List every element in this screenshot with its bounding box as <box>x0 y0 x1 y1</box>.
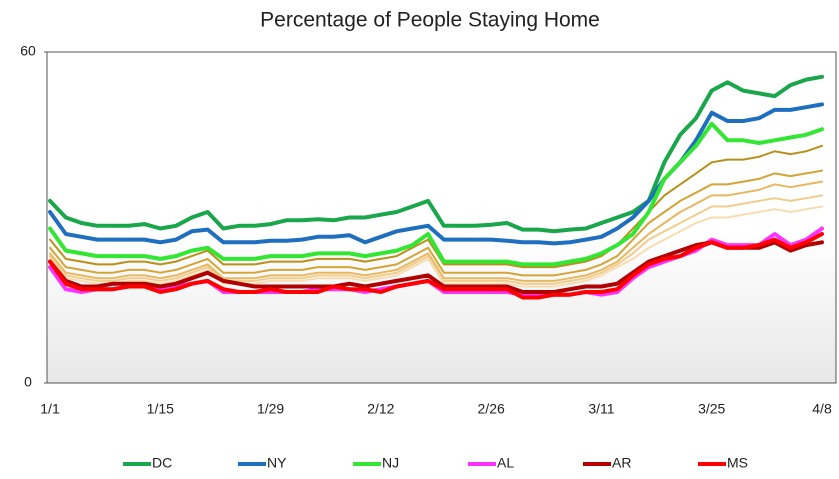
x-tick-label: 1/29 <box>257 401 284 417</box>
series-line <box>48 121 824 267</box>
state-line <box>49 180 823 282</box>
x-tick-label: 4/8 <box>812 401 832 417</box>
legend-label: AR <box>612 455 631 471</box>
state-line <box>49 194 823 285</box>
state-line <box>49 144 823 269</box>
x-tick-label: 2/12 <box>367 401 394 417</box>
x-tick-label: 2/26 <box>478 401 505 417</box>
legend-label: NJ <box>382 455 399 471</box>
chart-title: Percentage of People Staying Home <box>260 9 600 32</box>
series-line <box>48 102 824 246</box>
legend-label: MS <box>727 455 748 471</box>
legend-label: NY <box>267 455 287 471</box>
series-line <box>48 74 824 234</box>
x-tick-label: 1/1 <box>40 401 60 417</box>
legend-label: AL <box>497 455 514 471</box>
x-tick-label: 3/25 <box>698 401 725 417</box>
legend-label: DC <box>152 455 172 471</box>
x-tick-label: 1/15 <box>147 401 174 417</box>
y-tick-label: 0 <box>24 374 32 390</box>
series-line <box>48 240 824 294</box>
x-tick-label: 3/11 <box>588 401 614 417</box>
state-line <box>49 205 823 288</box>
series-line <box>48 232 824 300</box>
y-tick-label: 60 <box>20 43 36 59</box>
state-line <box>49 169 823 277</box>
